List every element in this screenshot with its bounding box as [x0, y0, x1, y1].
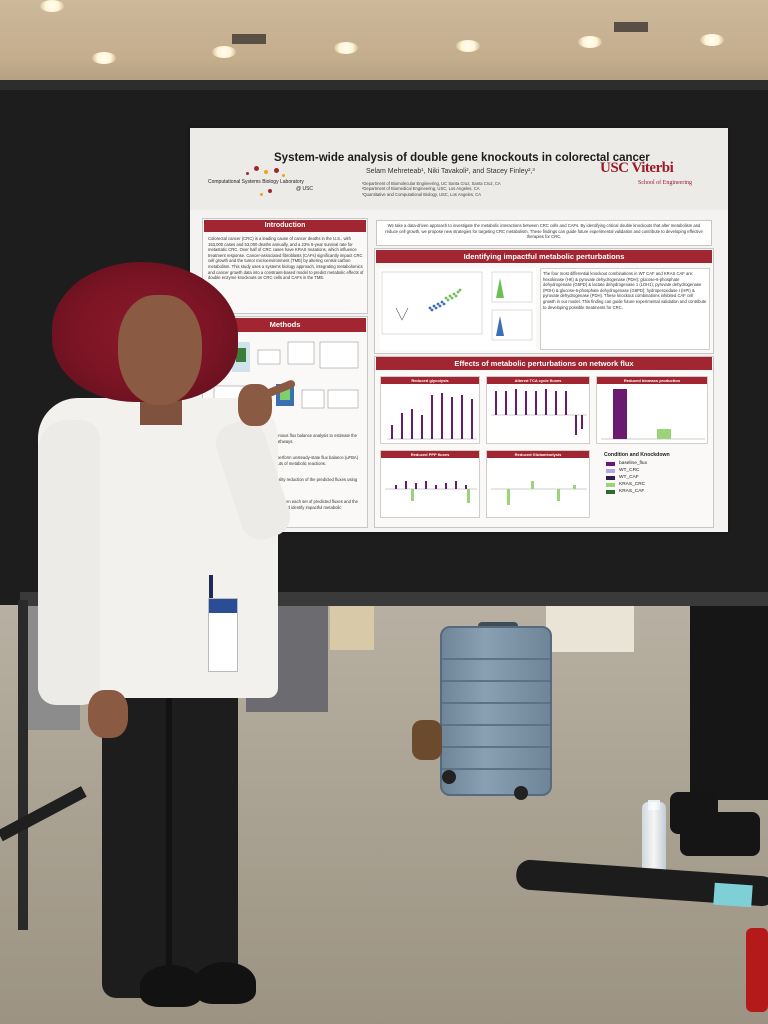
chart-legend: Condition and Knockdown baseline_flux WT… [604, 452, 714, 495]
ceiling-light [700, 34, 724, 46]
presenter-shoe [140, 965, 202, 1007]
abstract-box: We take a data-driven approach to invest… [376, 220, 712, 246]
legend-item: WT_CAF [604, 474, 714, 481]
ceiling-vent [232, 34, 266, 44]
research-poster: System-wide analysis of double gene knoc… [190, 128, 728, 532]
poster-title: System-wide analysis of double gene knoc… [274, 152, 650, 164]
background-person-legs [546, 600, 634, 652]
biomass-bars [601, 389, 705, 440]
ceiling-light [578, 36, 602, 48]
ceiling-light [40, 0, 64, 12]
ceiling-vent [614, 22, 648, 32]
background-person-legs [690, 600, 768, 800]
poster-authors: Selam Mehreteab¹, Niki Tavakoli², and St… [366, 168, 535, 175]
suitcase-wheel [514, 786, 528, 800]
board-stand-leg [18, 600, 28, 930]
boot [680, 812, 760, 856]
name-badge [208, 598, 238, 672]
legend-item: baseline_flux [604, 460, 714, 467]
background-shoe [412, 720, 442, 760]
panel-reduced-biomass: Reduced biomass production [596, 376, 708, 444]
umap-scatter-plots [380, 268, 536, 350]
panel-altered-tca: Altered TCA cycle fluxes [486, 376, 590, 444]
tca-bars [491, 389, 587, 435]
red-bottle [746, 928, 768, 1012]
pants-crease [166, 680, 172, 1000]
ceiling-light [456, 40, 480, 52]
ceiling-light [92, 52, 116, 64]
legend-item: WT_CRC [604, 467, 714, 474]
usc-viterbi-logo: USC Viterbi [600, 160, 674, 176]
identifying-heading: Identifying impactful metabolic perturba… [376, 250, 712, 263]
methods-heading: Methods [204, 318, 366, 332]
glycolysis-bars [387, 393, 477, 440]
identifying-text: The four most differential knockout comb… [540, 268, 710, 350]
introduction-text: Colorectal cancer (CRC) is a leading cau… [208, 236, 364, 281]
suitcase [440, 626, 552, 796]
introduction-box [202, 218, 368, 314]
panel-reduced-glutaminolysis: Reduced Glutaminolysis [486, 450, 590, 518]
presenter-face [118, 295, 202, 405]
usc-viterbi-subtitle: School of Engineering [638, 180, 692, 186]
presenter-left-arm [38, 420, 100, 705]
legend-item: KRAS_CAF [604, 488, 714, 495]
panel-reduced-glycolysis: Reduced glycolysis [380, 376, 480, 444]
poster-affiliations: ¹Department of Biomolecular Engineering,… [362, 181, 501, 197]
water-bottle [642, 802, 666, 874]
ppp-bars [385, 481, 477, 503]
legend-item: KRAS_CRC [604, 481, 714, 488]
presenter-left-hand [88, 690, 128, 738]
lanyard [209, 575, 213, 611]
ceiling-light [212, 46, 236, 58]
panel-reduced-ppp: Reduced PPP fluxes [380, 450, 480, 518]
poster-tube-tape [713, 882, 753, 908]
suitcase-wheel [442, 770, 456, 784]
poster-header [190, 128, 728, 210]
background-person-legs [330, 600, 374, 650]
ceiling-light [334, 42, 358, 54]
lab-logo: Computational Systems Biology Laboratory… [208, 166, 328, 200]
presenter-shoe [194, 962, 256, 1004]
glutaminolysis-bars [491, 481, 587, 505]
introduction-heading: Introduction [204, 220, 366, 232]
effects-heading: Effects of metabolic perturbations on ne… [376, 357, 712, 370]
